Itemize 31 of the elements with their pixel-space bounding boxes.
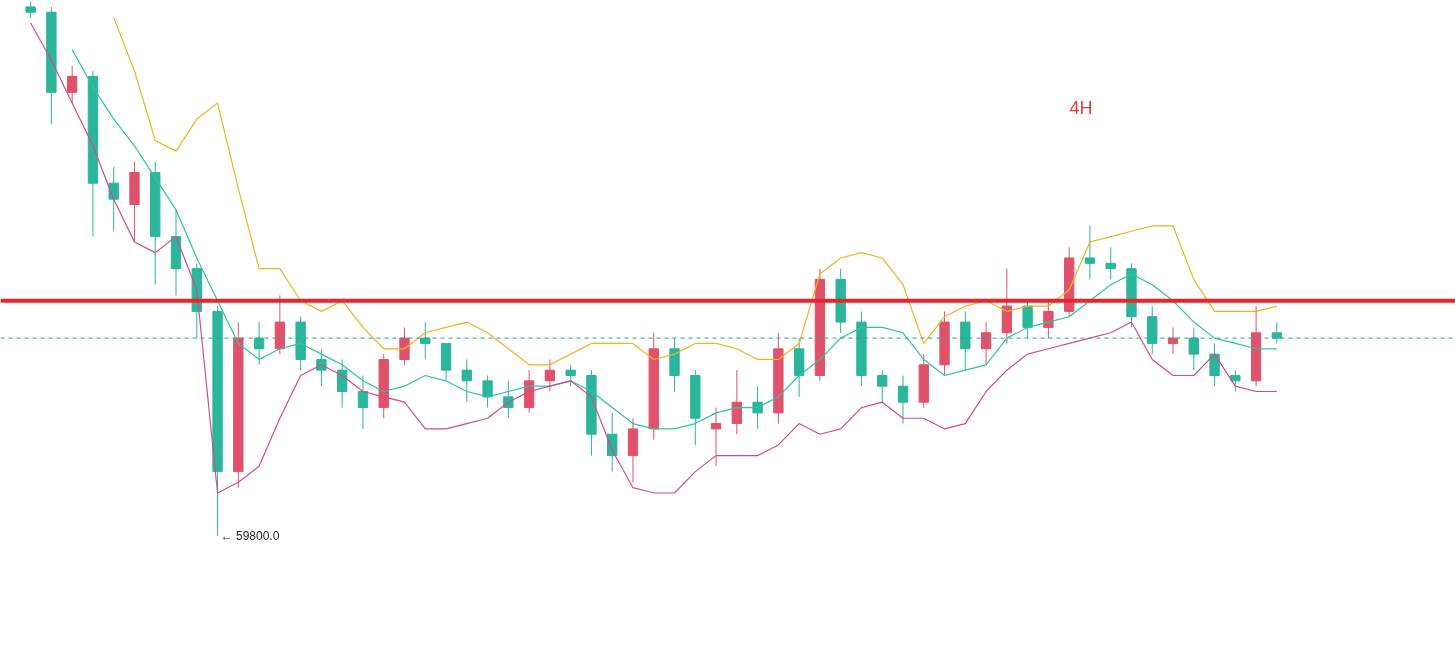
candlestick [399, 326, 410, 366]
candlestick [1230, 369, 1241, 393]
candlestick [1209, 342, 1220, 387]
candlestick [1188, 326, 1199, 371]
candlestick [253, 321, 265, 366]
candlestick [482, 375, 493, 409]
annotation: 4H [1069, 98, 1093, 119]
candlestick [1105, 246, 1116, 280]
candlestick [420, 321, 431, 360]
candlestick [1043, 300, 1054, 339]
candlestick [357, 375, 369, 430]
candlestick [752, 385, 763, 430]
candlestick [108, 166, 119, 232]
candlestick [897, 375, 909, 425]
candlestick [1022, 300, 1033, 339]
candlestick [66, 65, 78, 104]
candlestick [565, 364, 576, 387]
candlestick [1084, 225, 1096, 280]
annotation: ← 59800.0 [220, 528, 280, 543]
candlestick [544, 358, 556, 393]
candlestick [1167, 326, 1179, 355]
candlestick [461, 358, 472, 403]
candlestick [731, 369, 742, 435]
candlestick [316, 348, 327, 387]
candlestick [980, 321, 992, 366]
candlestick [710, 407, 722, 467]
candlestick [877, 369, 888, 403]
candlestick [607, 412, 618, 473]
candlestick [1271, 321, 1283, 344]
candlestick [337, 358, 348, 409]
candlestick [503, 380, 514, 419]
